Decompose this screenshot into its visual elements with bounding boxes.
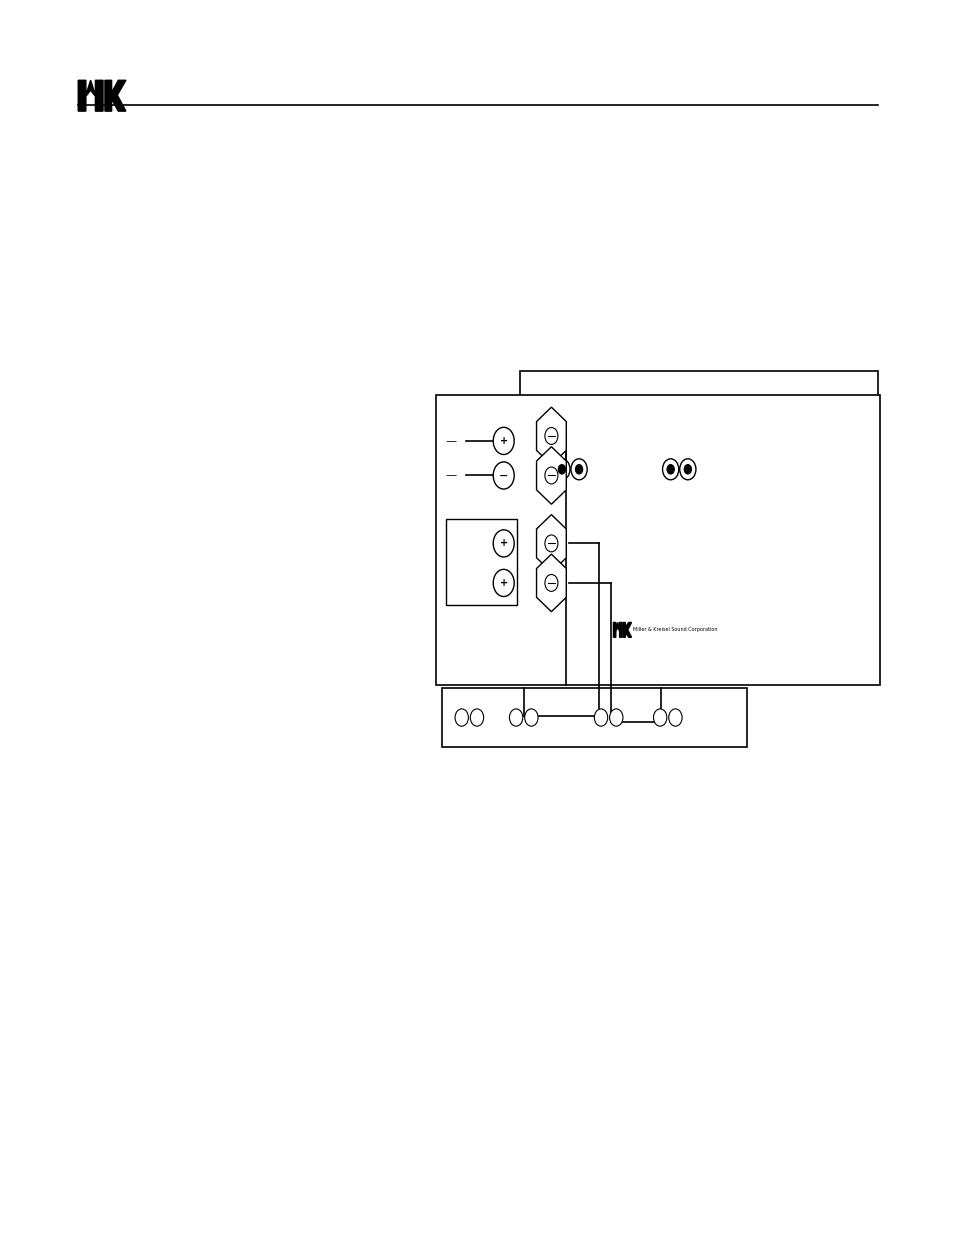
Circle shape [558, 464, 565, 474]
Circle shape [493, 530, 514, 557]
Polygon shape [105, 80, 126, 111]
Circle shape [666, 464, 674, 474]
Circle shape [553, 459, 570, 479]
Circle shape [683, 464, 691, 474]
Text: +: + [499, 436, 507, 446]
Circle shape [653, 709, 666, 726]
Circle shape [544, 574, 558, 592]
Text: Miller & Kreisel Sound Corporation: Miller & Kreisel Sound Corporation [633, 627, 718, 632]
Circle shape [570, 459, 586, 479]
Circle shape [594, 709, 607, 726]
FancyBboxPatch shape [519, 370, 877, 475]
Text: —: — [445, 436, 456, 446]
Circle shape [544, 467, 558, 484]
Circle shape [493, 462, 514, 489]
Circle shape [455, 709, 468, 726]
Circle shape [493, 427, 514, 454]
Circle shape [470, 709, 483, 726]
Circle shape [544, 427, 558, 445]
Text: +: + [499, 538, 507, 548]
Circle shape [668, 709, 681, 726]
Polygon shape [536, 515, 566, 572]
Polygon shape [613, 622, 621, 637]
Polygon shape [622, 622, 631, 637]
Circle shape [544, 535, 558, 552]
Polygon shape [536, 447, 566, 504]
Circle shape [661, 459, 679, 479]
Circle shape [609, 709, 622, 726]
Text: —: — [445, 471, 456, 480]
Polygon shape [536, 408, 566, 464]
FancyBboxPatch shape [436, 395, 879, 685]
Circle shape [509, 709, 522, 726]
Text: −: − [498, 471, 508, 480]
Text: +: + [499, 578, 507, 588]
Polygon shape [536, 555, 566, 611]
FancyBboxPatch shape [441, 688, 746, 747]
Circle shape [575, 464, 582, 474]
Polygon shape [78, 80, 103, 111]
Circle shape [524, 709, 537, 726]
Circle shape [493, 569, 514, 597]
FancyBboxPatch shape [445, 519, 517, 605]
Circle shape [679, 459, 696, 479]
